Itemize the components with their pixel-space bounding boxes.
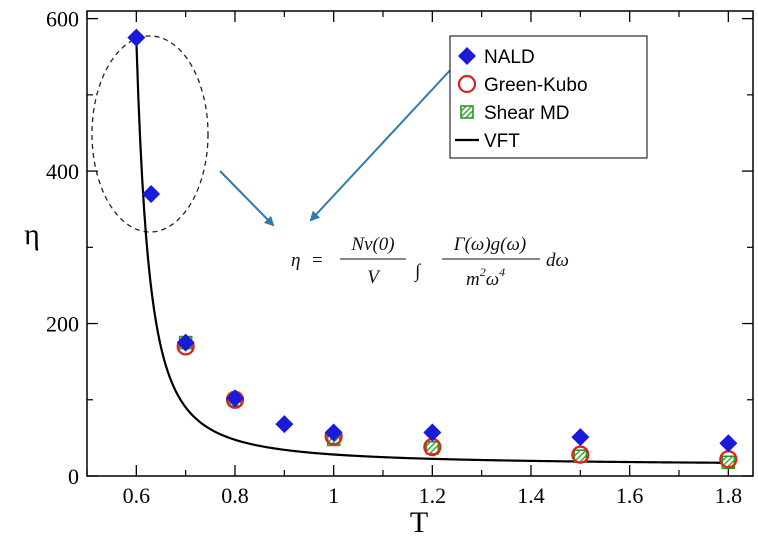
y-tick-label: 0	[68, 464, 79, 489]
x-tick-label: 1.2	[419, 483, 447, 508]
formula-numerator: Nν(0)	[350, 234, 394, 255]
y-tick-label: 200	[46, 312, 79, 337]
data-markers	[127, 28, 738, 470]
legend-swatch-nald	[458, 47, 476, 65]
vft-curve	[135, 39, 729, 464]
x-axis-label: T	[410, 506, 428, 539]
axis-tick-labels: 0.6 0.8 1 1.2 1.4 1.6 1.8 0 200 400 600	[46, 7, 742, 508]
point-green-kubo	[571, 445, 590, 464]
highlight-ellipse	[91, 35, 209, 233]
legend-label: NALD	[484, 47, 535, 68]
formula-int-numerator: Γ(ω)g(ω)	[453, 234, 526, 255]
legend-label: VFT	[484, 131, 520, 152]
y-tick-label: 600	[46, 7, 79, 32]
legend-swatch-shear-md	[460, 105, 474, 119]
formula-integral: ∫	[414, 261, 422, 283]
point-nald	[127, 28, 146, 47]
point-nald	[176, 333, 195, 352]
x-tick-label: 0.6	[123, 483, 151, 508]
point-nald	[571, 428, 590, 447]
legend-swatch-green-kubo	[457, 74, 477, 94]
annotation-arrow-right	[309, 64, 456, 222]
point-nald	[226, 389, 244, 408]
point-nald	[275, 415, 294, 434]
annotation-arrow-left	[219, 170, 275, 227]
axis-ticks	[86, 11, 753, 477]
y-tick-label: 400	[46, 159, 79, 184]
x-tick-label: 1	[328, 483, 339, 508]
formula-equals: =	[312, 250, 323, 271]
x-tick-label: 0.8	[221, 483, 249, 508]
point-nald	[142, 184, 161, 203]
formula-annotation: η = Nν(0) V ∫ Γ(ω)g(ω) m2ω4 dω	[291, 234, 569, 290]
legend-label: Green-Kubo	[484, 75, 588, 96]
point-nald	[719, 434, 738, 453]
x-tick-label: 1.4	[517, 483, 545, 508]
point-nald	[423, 423, 442, 442]
legend: NALD Green-Kubo Shear MD VFT	[449, 35, 648, 159]
x-tick-label: 1.8	[715, 483, 743, 508]
plot-frame	[86, 10, 754, 477]
legend-label: Shear MD	[484, 103, 570, 124]
formula-tail: dω	[546, 250, 569, 271]
legend-box	[449, 35, 648, 159]
formula-int-denominator: m2ω4	[466, 265, 505, 290]
formula-lhs: η	[291, 250, 300, 271]
y-axis-label: η	[24, 218, 40, 251]
point-nald	[324, 423, 343, 442]
formula-denominator: V	[367, 267, 381, 288]
x-tick-label: 1.6	[616, 483, 644, 508]
point-shear-md	[425, 440, 440, 455]
